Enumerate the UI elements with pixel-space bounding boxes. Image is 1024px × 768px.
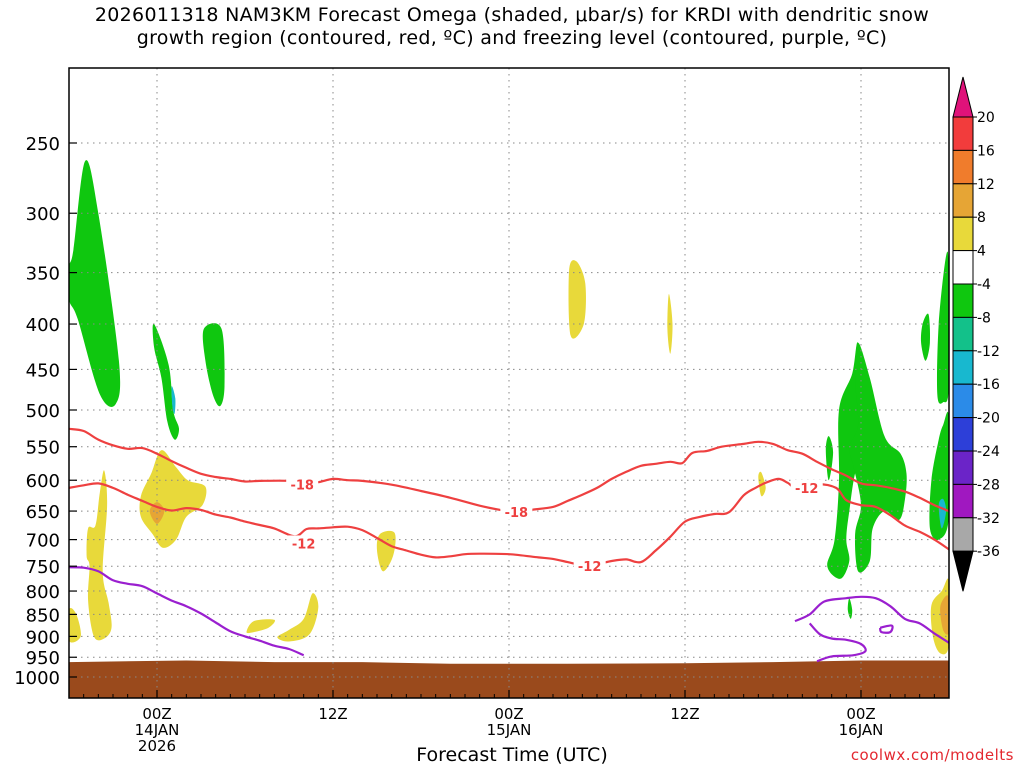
colorbar-label-6: -8 [977, 310, 991, 326]
y-tick-label-500: 500 [26, 401, 60, 422]
colorbar-label-13: -36 [977, 544, 1000, 560]
y-tick-label-300: 300 [26, 204, 60, 225]
colorbar-bin-3 [952, 216, 974, 252]
contour-label-1-2: -12 [795, 482, 819, 497]
x-tick-label-54-1: 16JAN [839, 721, 884, 739]
x-tick-label-6-0: 00Z [142, 705, 171, 723]
colorbar-label-1: 16 [977, 143, 995, 159]
y-tick-label-750: 750 [26, 557, 60, 578]
colorbar-label-10: -24 [977, 444, 1000, 460]
omega-region-23 [940, 595, 949, 635]
freezing-level-contour-2 [808, 622, 867, 663]
colorbar-bin-10 [952, 450, 974, 485]
colorbar-bin-7 [952, 350, 974, 385]
chart-title: 2026011318 NAM3KM Forecast Omega (shaded… [0, 4, 1024, 50]
colorbar: 20 16 12 8 4 -4 -8 -12 -16 -20 -24 -28 -32 -36 [952, 76, 1000, 592]
contour-label-bg [573, 558, 606, 574]
y-tick-label-350: 350 [26, 264, 60, 285]
omega-shading-layer [69, 160, 949, 655]
x-tick-label-6-1: 14JAN [135, 721, 180, 739]
contour-layer: -18 -18 -12 -12 -12 [69, 427, 949, 663]
y-tick-label-600: 600 [26, 471, 60, 492]
colorbar-over-arrow [952, 76, 974, 118]
colorbar-label-11: -28 [977, 477, 1000, 493]
x-tick-label-6-2: 2026 [138, 737, 176, 755]
chart-title-line-1: 2026011318 NAM3KM Forecast Omega (shaded… [94, 4, 930, 26]
colorbar-bin-8 [952, 383, 974, 419]
contour-label-bg [287, 535, 320, 551]
isotherm-contour-0 [69, 427, 949, 514]
colorbar-label-7: -12 [977, 344, 1000, 360]
colorbar-bin-2 [952, 183, 974, 218]
site-credit: coolwx.com/modelts [850, 746, 1014, 764]
chart-title-line-2: growth region (contoured, red, ºC) and f… [136, 27, 888, 49]
omega-region-4 [69, 608, 81, 643]
omega-region-21 [938, 498, 947, 529]
omega-region-1 [152, 323, 180, 440]
omega-region-3 [202, 323, 225, 407]
colorbar-label-0: 20 [977, 110, 995, 126]
colorbar-label-12: -32 [977, 511, 1000, 527]
freezing-level-contour-0 [69, 566, 305, 657]
y-tick-label-650: 650 [26, 502, 60, 523]
colorbar-label-5: -4 [977, 277, 991, 293]
y-tick-label-850: 850 [26, 605, 60, 626]
x-tick-label-42-0: 12Z [670, 705, 699, 723]
colorbar-bin-5 [952, 283, 974, 318]
omega-region-16 [847, 598, 853, 619]
contour-label-1-1: -12 [578, 560, 602, 575]
omega-region-2 [171, 386, 176, 415]
y-tick-label-400: 400 [26, 315, 60, 336]
y-tick-label-800: 800 [26, 582, 60, 603]
x-tick-label-30-1: 15JAN [487, 721, 532, 739]
colorbar-bin-0 [952, 116, 974, 151]
y-axis: 2503003504004505005506006507007508008509… [14, 134, 77, 689]
contour-label-0-0: -18 [290, 479, 314, 494]
omega-region-0 [69, 160, 121, 407]
x-tick-label-18-0: 12Z [318, 705, 347, 723]
y-tick-label-950: 950 [26, 648, 60, 669]
contour-label-bg [500, 504, 533, 520]
y-tick-label-1000: 1000 [14, 668, 60, 689]
omega-region-18 [920, 313, 931, 361]
omega-region-20 [936, 251, 949, 404]
y-tick-label-900: 900 [26, 627, 60, 648]
omega-region-5 [86, 470, 112, 641]
omega-region-8 [246, 619, 275, 634]
colorbar-label-3: 8 [977, 210, 986, 226]
colorbar-bin-11 [952, 483, 974, 519]
colorbar-bin-12 [952, 517, 974, 552]
x-tick-label-54-0: 00Z [846, 705, 875, 723]
colorbar-under-arrow [952, 550, 974, 592]
colorbar-label-4: 4 [977, 244, 986, 260]
y-tick-label-700: 700 [26, 531, 60, 552]
colorbar-label-2: 12 [977, 177, 995, 193]
omega-region-17 [849, 342, 907, 573]
y-tick-label-250: 250 [26, 134, 60, 155]
terrain-ground [69, 660, 949, 698]
x-tick-label-30-0: 00Z [494, 705, 523, 723]
colorbar-bin-9 [952, 417, 974, 452]
x-axis-label: Forecast Time (UTC) [416, 744, 608, 766]
colorbar-bin-1 [952, 149, 974, 185]
y-tick-label-550: 550 [26, 438, 60, 459]
terrain-layer [69, 660, 949, 698]
contour-label-bg [286, 476, 319, 492]
freezing-level-contour-3 [879, 624, 894, 634]
omega-region-9 [277, 593, 319, 642]
colorbar-label-8: -16 [977, 377, 1000, 393]
y-tick-label-450: 450 [26, 360, 60, 381]
omega-region-11 [568, 260, 586, 339]
colorbar-label-9: -20 [977, 411, 1000, 427]
contour-label-0-1: -18 [505, 506, 529, 521]
colorbar-bin-4 [952, 250, 974, 285]
contour-label-bg [790, 479, 823, 495]
colorbar-bin-6 [952, 316, 974, 352]
freezing-level-contour-1 [794, 595, 949, 644]
contour-label-1-0: -12 [292, 537, 316, 552]
